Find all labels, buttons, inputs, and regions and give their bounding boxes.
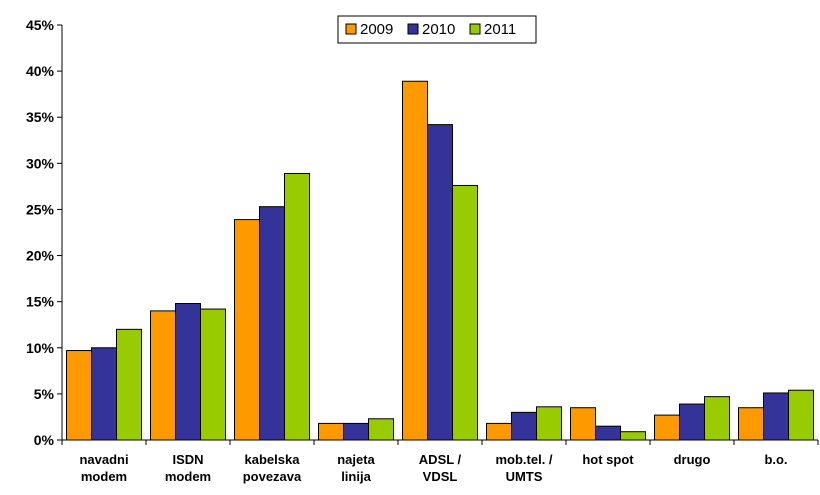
legend-box [337, 15, 537, 44]
bar-2009-7 [654, 414, 680, 441]
bar-2011-0 [116, 328, 142, 441]
legend-swatch-2011 [469, 23, 481, 35]
bar-2010-8 [763, 392, 789, 441]
bars [66, 80, 814, 441]
bar-2011-6 [620, 431, 646, 441]
y-tick-label: 25% [26, 201, 55, 217]
category-label: ISDN [172, 452, 203, 467]
legend-label-2009: 2009 [360, 21, 393, 38]
y-tick-label: 35% [26, 109, 55, 125]
bar-2011-3 [368, 418, 394, 441]
category-label: modem [165, 469, 211, 484]
category-label: linija [341, 469, 371, 484]
category-label: modem [81, 469, 127, 484]
bar-2011-1 [200, 308, 226, 441]
y-tick-label: 45% [26, 17, 55, 33]
bar-2011-5 [536, 406, 562, 441]
bar-2010-1 [175, 303, 201, 441]
legend-label-2010: 2010 [422, 21, 455, 38]
category-label: hot spot [582, 452, 634, 467]
bar-2009-8 [738, 407, 764, 441]
x-axis: navadni modem ISDN modem kabelska povezava naj… [61, 439, 819, 484]
bar-2009-6 [570, 407, 596, 441]
y-tick-label: 20% [26, 248, 55, 264]
y-tick-label: 10% [26, 340, 55, 356]
category-label: navadni [79, 452, 128, 467]
bar-2009-3 [318, 422, 344, 441]
y-tick-label: 5% [34, 386, 55, 402]
bar-2011-8 [788, 389, 814, 441]
bar-2011-7 [704, 396, 730, 441]
bar-2009-1 [150, 310, 176, 441]
category-label: najeta [337, 452, 375, 467]
bar-2009-2 [234, 219, 260, 441]
y-tick-label: 0% [34, 432, 55, 448]
category-label: UMTS [506, 469, 543, 484]
bar-2010-3 [343, 422, 369, 441]
bar-2010-0 [91, 347, 117, 441]
category-label: VDSL [423, 469, 458, 484]
legend-label-2011: 2011 [484, 21, 516, 38]
bar-2011-4 [452, 184, 478, 441]
y-tick-label: 15% [26, 294, 55, 310]
category-label: kabelska [245, 452, 301, 467]
bar-2010-5 [511, 411, 537, 441]
category-label: mob.tel. / [495, 452, 552, 467]
legend-swatch-2010 [407, 23, 419, 35]
bar-2009-0 [66, 350, 92, 441]
bar-2010-7 [679, 403, 705, 441]
category-label: b.o. [764, 452, 787, 467]
bar-2010-2 [259, 206, 285, 441]
category-label: drugo [674, 452, 711, 467]
bar-2010-4 [427, 124, 453, 441]
category-label: ADSL / [419, 452, 462, 467]
bar-2009-5 [486, 422, 512, 441]
y-tick-label: 30% [26, 155, 55, 171]
bar-2011-2 [284, 172, 310, 441]
bar-2010-6 [595, 425, 621, 441]
legend-swatch-2009 [345, 23, 357, 35]
legend: 2009 2010 2011 [337, 15, 537, 44]
y-axis: 0% 5% 10% 15% 20% 25% 30% 35% 40% 45% [26, 17, 63, 448]
y-tick-label: 40% [26, 63, 55, 79]
category-label: povezava [243, 469, 302, 484]
bar-2009-4 [402, 80, 428, 441]
